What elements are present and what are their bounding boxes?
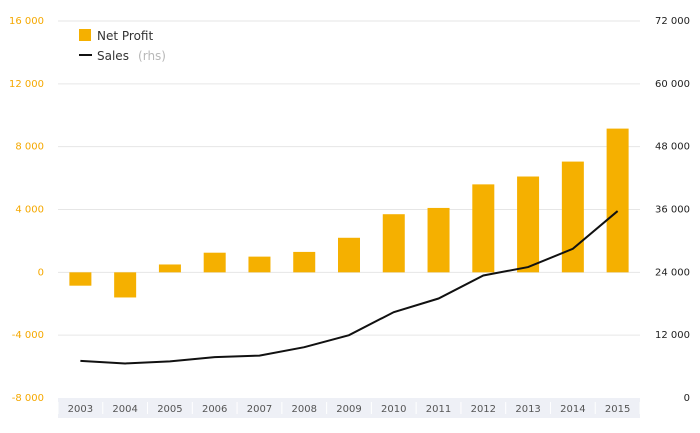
x-tick-label: 2014 bbox=[560, 404, 585, 415]
right-tick-label: 48 000 bbox=[655, 142, 690, 153]
bar-net-profit bbox=[248, 256, 271, 273]
legend-line-label: Sales bbox=[97, 49, 129, 63]
bar-net-profit bbox=[338, 237, 360, 273]
right-tick-label: 60 000 bbox=[655, 79, 690, 90]
right-tick-label: 24 000 bbox=[655, 267, 690, 278]
legend-line-note: (rhs) bbox=[138, 49, 166, 63]
x-axis-band bbox=[58, 398, 640, 418]
left-tick-label: 0 bbox=[38, 267, 44, 278]
x-tick-label: 2008 bbox=[292, 404, 317, 415]
bar-net-profit bbox=[69, 272, 92, 286]
legend-bar-label: Net Profit bbox=[97, 29, 153, 43]
bar-net-profit bbox=[293, 251, 316, 273]
left-tick-label: 16 000 bbox=[9, 16, 44, 27]
gridlines bbox=[58, 20, 640, 336]
left-tick-label: -4 000 bbox=[12, 330, 44, 341]
bar-net-profit bbox=[427, 207, 450, 273]
x-tick-label: 2005 bbox=[157, 404, 182, 415]
left-tick-label: 8 000 bbox=[15, 142, 44, 153]
sales-line bbox=[80, 210, 619, 365]
x-tick-label: 2011 bbox=[426, 404, 451, 415]
x-tick-label: 2015 bbox=[605, 404, 630, 415]
x-axis-ticks: 2003 2004 2005 2006 2007 2008 2009 2010 2011 2012… bbox=[57, 402, 641, 415]
legend-bar-swatch bbox=[79, 29, 91, 41]
bar-net-profit bbox=[114, 272, 137, 298]
legend-line-text: Sales (rhs) bbox=[97, 45, 166, 64]
bar-net-profit bbox=[472, 184, 495, 273]
x-tick-label: 2012 bbox=[471, 404, 496, 415]
right-tick-label: 72 000 bbox=[655, 16, 690, 27]
right-tick-label: 0 bbox=[684, 393, 690, 404]
right-tick-label: 12 000 bbox=[655, 330, 690, 341]
bar-net-profit bbox=[158, 264, 181, 273]
right-axis-ticks: 0 12 000 24 000 36 000 48 000 60 000 72 000 bbox=[655, 16, 690, 404]
legend: Net Profit Sales (rhs) bbox=[79, 29, 166, 64]
x-tick-label: 2010 bbox=[381, 404, 406, 415]
x-tick-label: 2003 bbox=[68, 404, 93, 415]
bar-net-profit bbox=[517, 176, 540, 273]
left-axis-ticks: -8 000 -4 000 0 4 000 8 000 12 000 16 000 bbox=[9, 16, 44, 404]
x-tick-label: 2013 bbox=[515, 404, 540, 415]
left-tick-label: 4 000 bbox=[15, 205, 44, 216]
bar-net-profit bbox=[606, 128, 629, 273]
x-tick-label: 2004 bbox=[112, 404, 137, 415]
left-tick-label: -8 000 bbox=[12, 393, 44, 404]
bar-net-profit bbox=[561, 161, 584, 273]
right-tick-label: 36 000 bbox=[655, 205, 690, 216]
x-tick-label: 2009 bbox=[336, 404, 361, 415]
x-tick-label: 2006 bbox=[202, 404, 227, 415]
x-tick-label: 2007 bbox=[247, 404, 272, 415]
bar-net-profit bbox=[382, 214, 405, 273]
left-tick-label: 12 000 bbox=[9, 79, 44, 90]
bar-net-profit bbox=[203, 252, 226, 273]
